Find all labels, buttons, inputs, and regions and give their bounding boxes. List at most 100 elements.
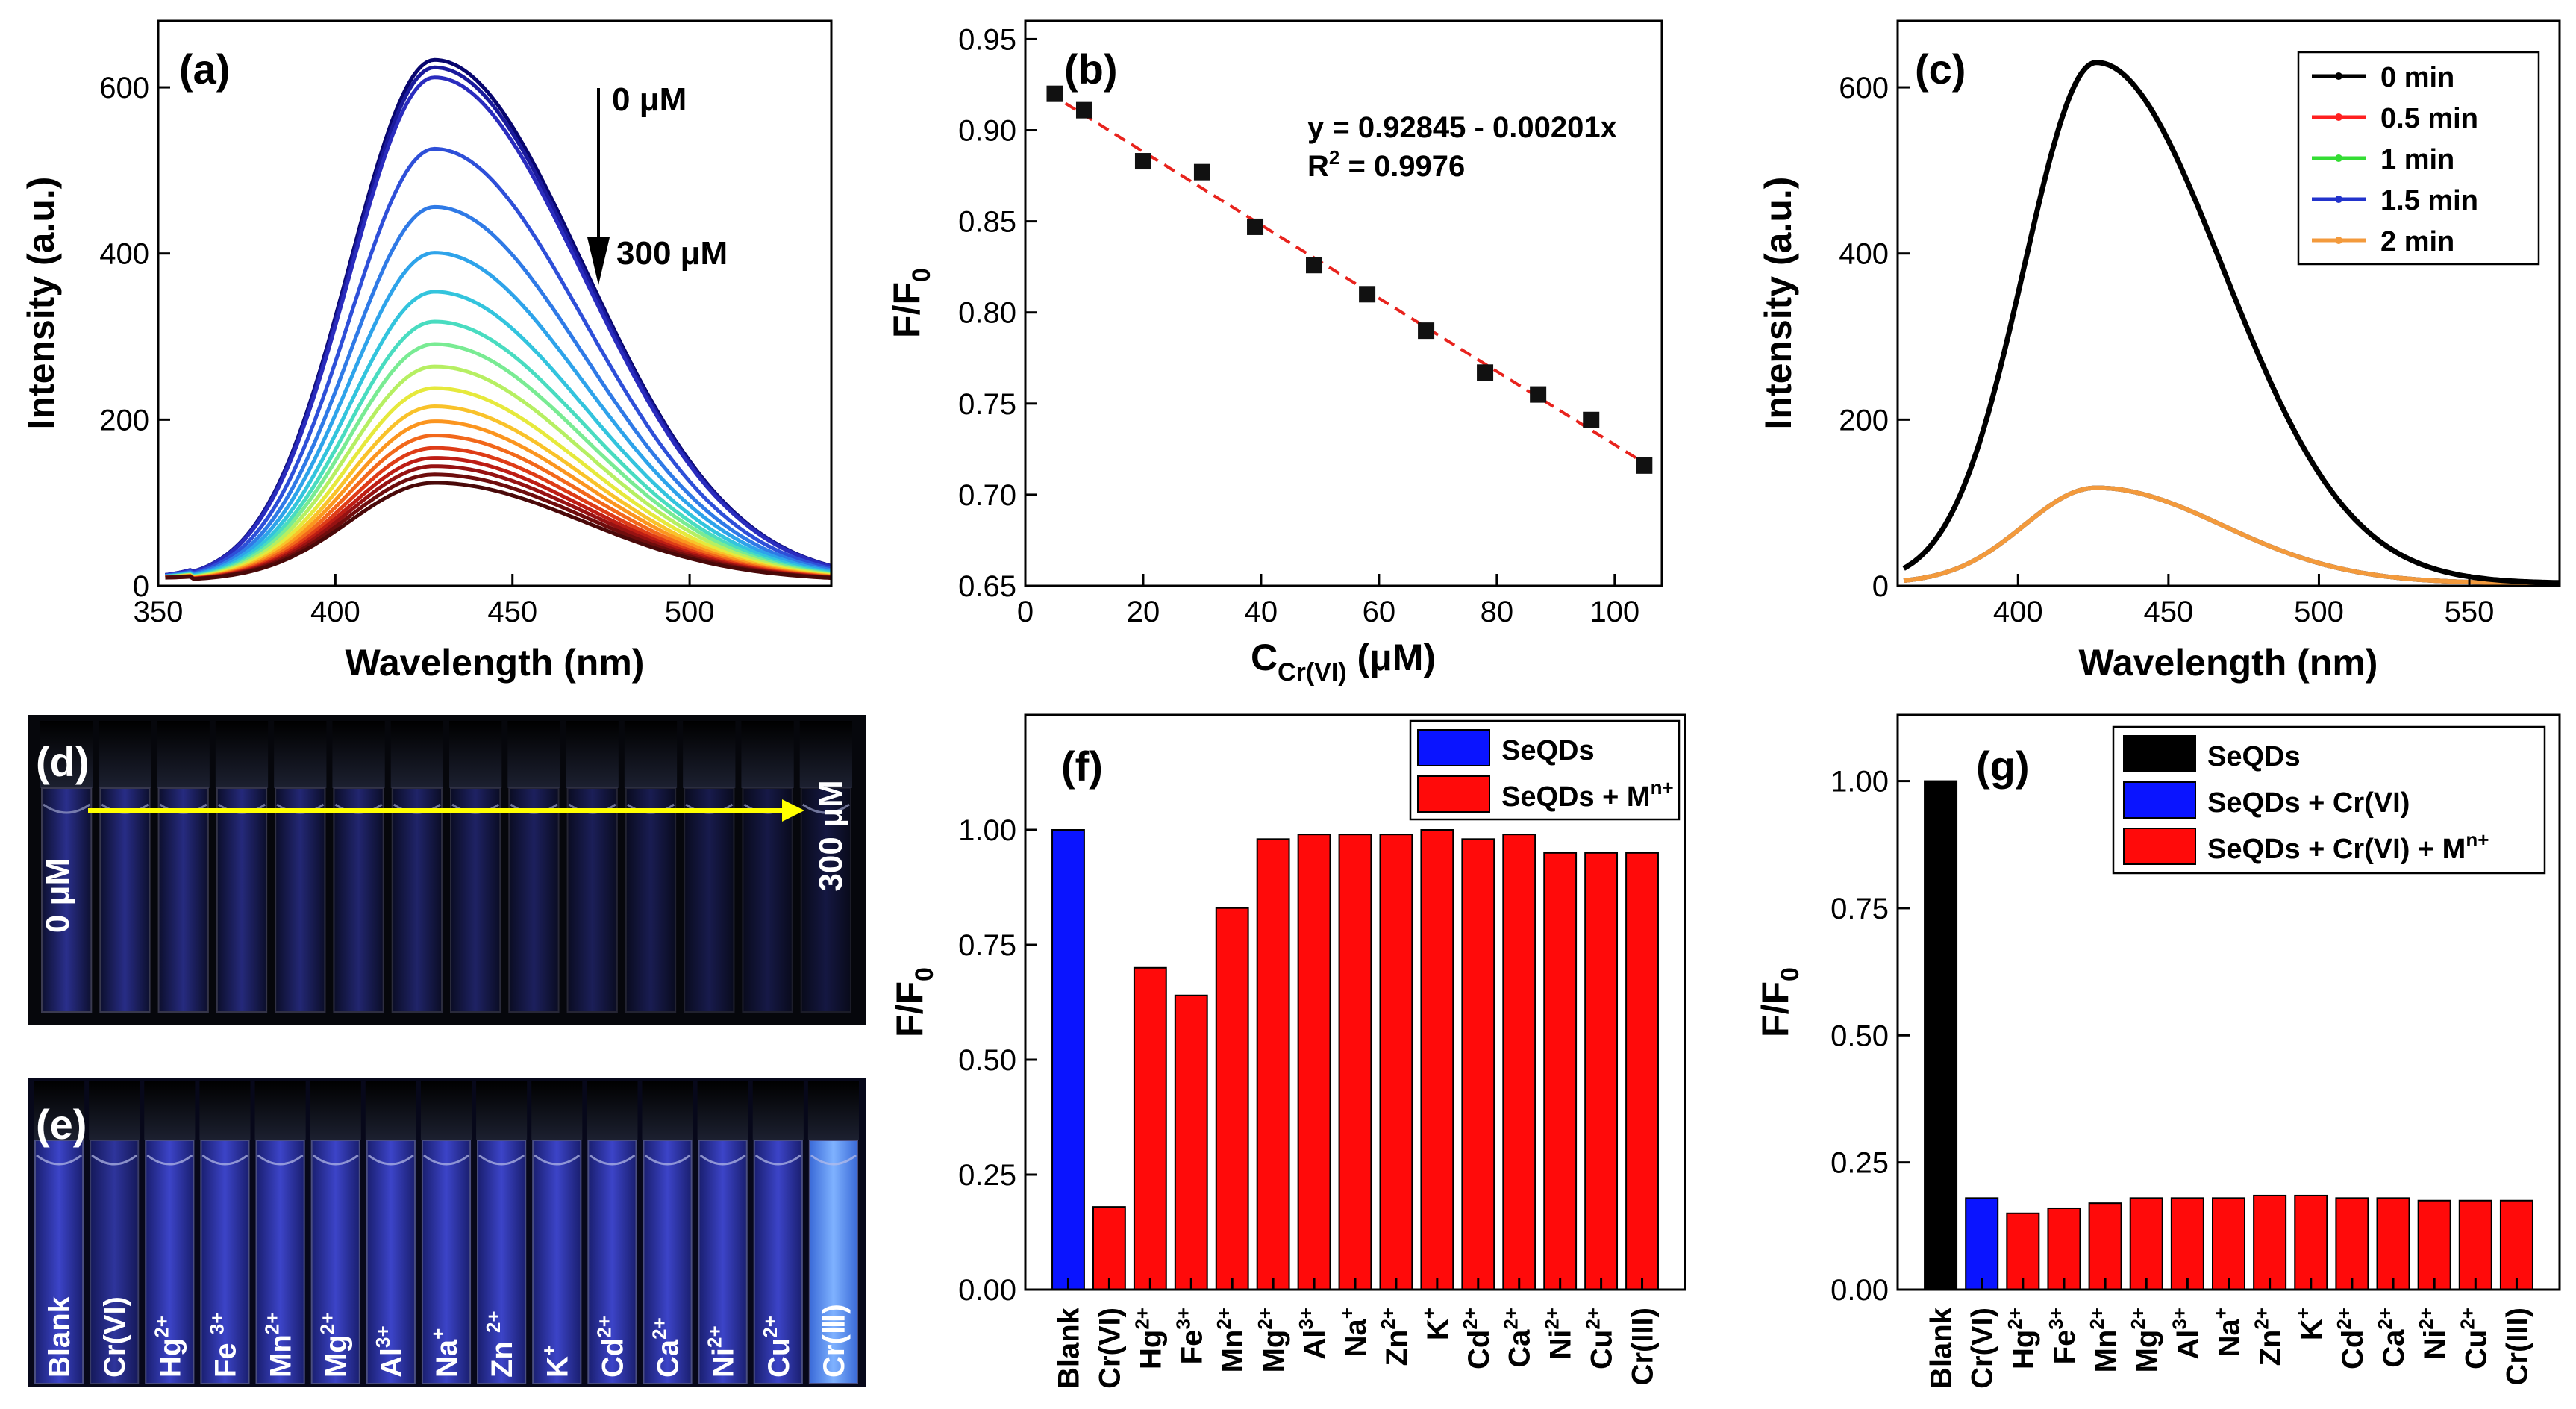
panel-e-vial-meniscus <box>754 1154 801 1166</box>
panel-e-vial-meniscus <box>201 1154 248 1166</box>
panel-c-legend-marker <box>2335 196 2342 203</box>
panel-e-vial-label: Mg2+ <box>316 1313 353 1378</box>
panel-f-category-label: Mn2+ <box>1213 1308 1249 1372</box>
panel-c-legend-label: 0.5 min <box>2380 103 2478 134</box>
panel-d-vial-meniscus <box>801 803 850 814</box>
panel-g-bar <box>1924 780 1958 1291</box>
panel-d-vial <box>99 787 151 1013</box>
panel-b-ytick-label: 0.95 <box>958 23 1016 56</box>
panel-a-series-line <box>165 364 831 579</box>
panel-f-bar <box>1051 829 1085 1290</box>
panel-d-vial-cap <box>683 721 736 788</box>
panel-e-vial-label: Cr(Ⅲ) <box>818 1304 851 1378</box>
panel-b-data-point <box>1418 322 1435 340</box>
panel-c-legend-marker <box>2335 72 2342 80</box>
panel-c-label: (c) <box>1915 46 1966 93</box>
panel-a-xtick-label: 450 <box>487 596 537 628</box>
panel-e-vial-label: Cu2+ <box>759 1316 795 1378</box>
panel-c-series-line <box>1902 60 2560 586</box>
panel-g-bar <box>2088 1202 2122 1291</box>
panel-f-bar <box>1584 852 1619 1291</box>
panel-g-category-label: Na+ <box>2210 1308 2246 1357</box>
panel-c-frame <box>1896 19 2561 587</box>
panel-d-vial <box>157 787 209 1013</box>
panel-e-vial-meniscus <box>312 1154 359 1166</box>
panel-f-bar <box>1297 834 1331 1291</box>
panel-e-vial-cap <box>34 1081 85 1140</box>
panel-f-category-label: Na+ <box>1336 1308 1372 1357</box>
panel-g-axes: 0.00 0.25 0.50 0.75 1.00 <box>1831 766 1910 1307</box>
panel-d-vial-cap <box>507 721 560 788</box>
panel-e-vial-label: Zn 2+ <box>482 1310 519 1378</box>
panel-f-category-label: Ni2+ <box>1541 1308 1578 1360</box>
panel-d-photo: (d) 0 μM 300 μM <box>28 715 866 1025</box>
panel-g-ytick-label: 1.00 <box>1831 766 1889 799</box>
panel-b-axes: 0 20 40 60 80 100 0.65 0.70 0.75 0.80 0.85 0.90 0.95 <box>958 23 1639 628</box>
panel-g-ytick-label: 0.00 <box>1831 1274 1889 1307</box>
panel-f-category-label: Blank <box>1052 1307 1085 1389</box>
panel-b-xtick-label: 60 <box>1363 596 1396 628</box>
panel-g-category-label: Zn2+ <box>2251 1308 2287 1366</box>
panel-d-vial <box>508 787 560 1013</box>
panel-e-vial-cap <box>476 1081 528 1140</box>
panel-e-vial-cap <box>697 1081 748 1140</box>
panel-f-label: (f) <box>1061 743 1103 790</box>
panel-c-ylabel: Intensity (a.u.) <box>1757 177 1799 430</box>
panel-g-ytick-label: 0.75 <box>1831 893 1889 925</box>
panel-a-series-line <box>165 146 831 578</box>
panel-d-vial <box>625 787 677 1013</box>
panel-f-bar <box>1420 829 1454 1290</box>
panel-g-label: (g) <box>1976 743 2030 790</box>
panel-c-curves <box>1902 60 2560 586</box>
panel-g-category-label: Mg2+ <box>2127 1308 2163 1372</box>
panel-f-bar <box>1543 852 1578 1291</box>
panel-g-bar <box>2458 1199 2492 1290</box>
panel-f-bar <box>1256 838 1290 1290</box>
panel-e-vial <box>808 1140 859 1384</box>
panel-e-vial-cap <box>752 1081 804 1140</box>
panel-b-data-point <box>1134 153 1151 170</box>
panel-d-vial <box>391 787 443 1013</box>
panel-f-legend: SeQDs SeQDs + Mn+ <box>1417 729 1674 813</box>
panel-b-frame <box>1024 19 1663 587</box>
panel-g-category-label: Cr(VI) <box>1966 1308 1999 1389</box>
panel-f-ytick-label: 1.00 <box>958 814 1016 847</box>
panel-f-category-label: Zn2+ <box>1377 1308 1413 1366</box>
panel-e-vial-label: Ni2+ <box>704 1325 740 1378</box>
panel-c-legend: 0 min 0.5 min 1 min 1.5 min 2 min <box>2312 62 2478 257</box>
panel-f-category-label: Fe3+ <box>1172 1308 1208 1364</box>
panel-f-category-label: Al3+ <box>1295 1308 1331 1360</box>
panel-c-ytick-label: 600 <box>1839 72 1889 104</box>
panel-e-vial <box>310 1140 360 1384</box>
panel-d-vial-cap <box>215 721 269 788</box>
panel-a-label: (a) <box>179 46 230 93</box>
panel-b-data-point <box>1636 457 1653 474</box>
panel-e-vial-label: Hg2+ <box>150 1316 187 1378</box>
panel-b-equation: y = 0.92845 - 0.00201x <box>1307 111 1617 144</box>
panel-d-vial-cap <box>390 721 443 788</box>
panel-d-vial-cap <box>566 721 619 788</box>
panel-g-ytick-label: 0.25 <box>1831 1147 1889 1180</box>
panel-g-bar <box>2129 1197 2163 1290</box>
panel-g-bar <box>2253 1194 2287 1291</box>
panel-f-ytick-label: 0.00 <box>958 1274 1016 1307</box>
panel-a-xlabel: Wavelength (nm) <box>346 642 645 684</box>
panel-e-vial-label: Na+ <box>427 1328 463 1378</box>
panel-c-xtick-label: 550 <box>2445 596 2495 628</box>
panel-f-ytick-label: 0.25 <box>958 1159 1016 1192</box>
panel-b-data-point <box>1247 218 1264 235</box>
panel-g-category-label: Al3+ <box>2168 1308 2204 1360</box>
panel-a-ytick-label: 200 <box>99 404 149 437</box>
panel-g-legend-label: SeQDs + Cr(VI) + Mn+ <box>2207 828 2489 865</box>
panel-e-vial-meniscus <box>367 1154 414 1166</box>
panel-g-category-label: Cr(III) <box>2501 1308 2533 1385</box>
panel-a-series-line <box>165 65 831 577</box>
panel-g-legend-swatch <box>2123 781 2196 819</box>
panel-b-xtick-label: 100 <box>1589 596 1639 628</box>
panel-e-vial-label: Blank <box>43 1296 76 1378</box>
panel-g-legend-label: SeQDs + Cr(VI) <box>2207 787 2410 819</box>
panel-a-series-line <box>165 290 831 578</box>
panel-c-ytick-label: 200 <box>1839 404 1889 437</box>
panel-e-vial <box>698 1140 748 1384</box>
